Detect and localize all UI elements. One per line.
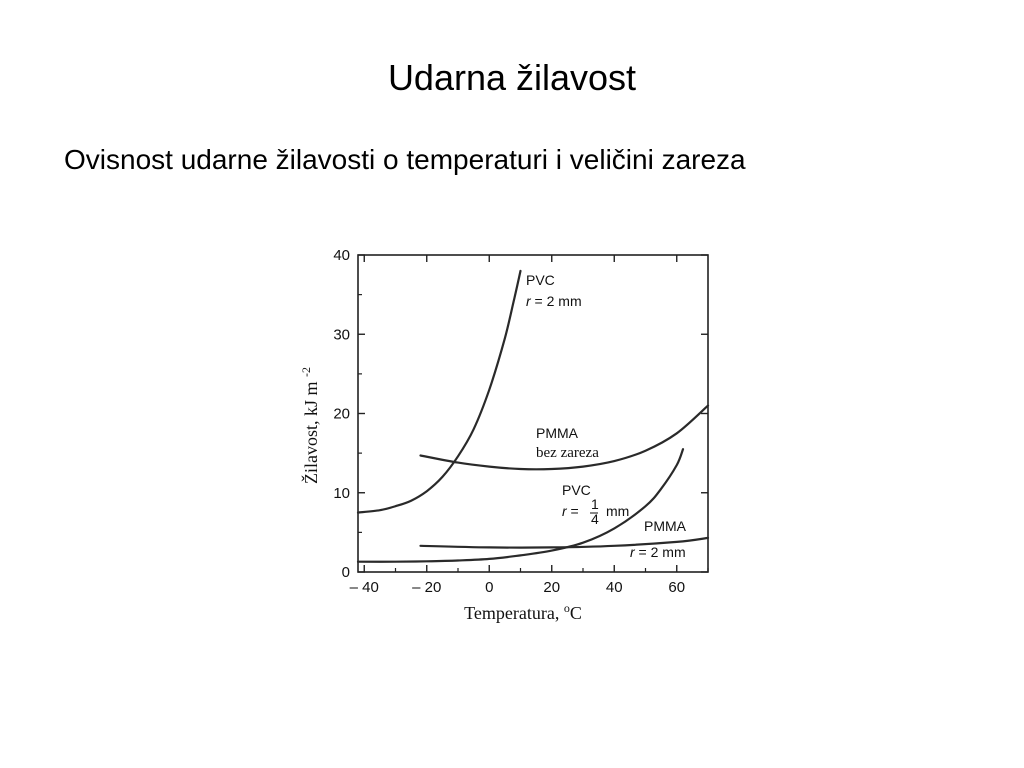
pvc-r025-label-unit: mm (606, 503, 629, 519)
pvc-r025-curve (356, 448, 685, 563)
y-tick-label: 30 (333, 326, 350, 343)
pmma-r2-curve (419, 536, 710, 549)
pmma-unnotched-curve (419, 404, 710, 471)
chart-axes: – 40 – 20 0 20 40 60 0 10 20 30 40 Temperatura, oC Ž… (299, 247, 709, 623)
pmma-unnotched-label-note: bez zareza (536, 445, 599, 461)
chart-curves (356, 269, 710, 563)
y-axis-title: Žilavost, kJ m -2 (299, 367, 321, 484)
y-tick-label: 10 (333, 485, 350, 502)
y-tick-label: 40 (333, 247, 350, 264)
x-tick-label: 20 (543, 579, 560, 596)
slide-subtitle: Ovisnost udarne žilavosti o temperaturi … (64, 144, 746, 175)
y-tick-label: 20 (333, 406, 350, 423)
slide-title: Udarna žilavost (387, 57, 637, 98)
pvc-r2-label-name: PVC (526, 272, 555, 288)
pmma-r2-label-name: PMMA (644, 518, 687, 534)
x-axis-title: Temperatura, oC (464, 601, 582, 623)
x-tick-label: 40 (606, 579, 623, 596)
impact-toughness-chart: – 40 – 20 0 20 40 60 0 10 20 30 40 Temperatura, oC Ž… (299, 247, 710, 623)
pmma-r2-label-radius: r = 2 mm (630, 544, 686, 560)
pmma-unnotched-label-name: PMMA (536, 425, 579, 441)
pvc-r025-label-radius: r = (562, 503, 579, 519)
x-tick-label: 60 (668, 579, 685, 596)
x-tick-label: 0 (485, 579, 493, 596)
fraction-numerator: 1 (591, 496, 599, 512)
x-tick-label: – 20 (412, 579, 441, 596)
chart-labels: PVC r = 2 mm PMMA bez zareza PVC r = 14 mm PMMA r… (526, 272, 687, 560)
pvc-r025-label-name: PVC (562, 482, 591, 498)
pvc-r2-curve (356, 269, 522, 514)
fraction-denominator: 4 (591, 511, 599, 527)
x-tick-label: – 40 (350, 579, 379, 596)
pvc-r2-label-radius: r = 2 mm (526, 293, 582, 309)
y-tick-label: 0 (342, 564, 350, 581)
